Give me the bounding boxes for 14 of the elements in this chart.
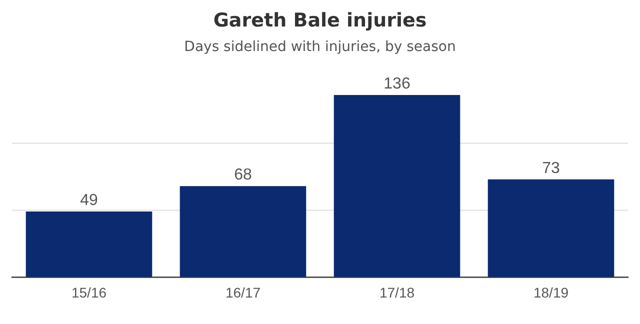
x-tick-label: 15/16 bbox=[71, 284, 107, 300]
bar bbox=[180, 186, 306, 278]
data-label: 49 bbox=[80, 192, 98, 209]
x-tick-label: 18/19 bbox=[533, 284, 569, 300]
bar bbox=[26, 212, 152, 278]
bar bbox=[488, 179, 614, 278]
x-tick-label: 16/17 bbox=[225, 284, 261, 300]
chart-title: Gareth Bale injuries bbox=[213, 9, 427, 32]
data-label: 68 bbox=[234, 166, 252, 184]
bar bbox=[334, 94, 460, 278]
chart-subtitle: Days sidelined with injuries, by season bbox=[184, 38, 456, 55]
x-tick-label: 17/18 bbox=[379, 284, 415, 300]
data-label: 73 bbox=[542, 160, 560, 177]
data-label: 136 bbox=[384, 75, 410, 92]
